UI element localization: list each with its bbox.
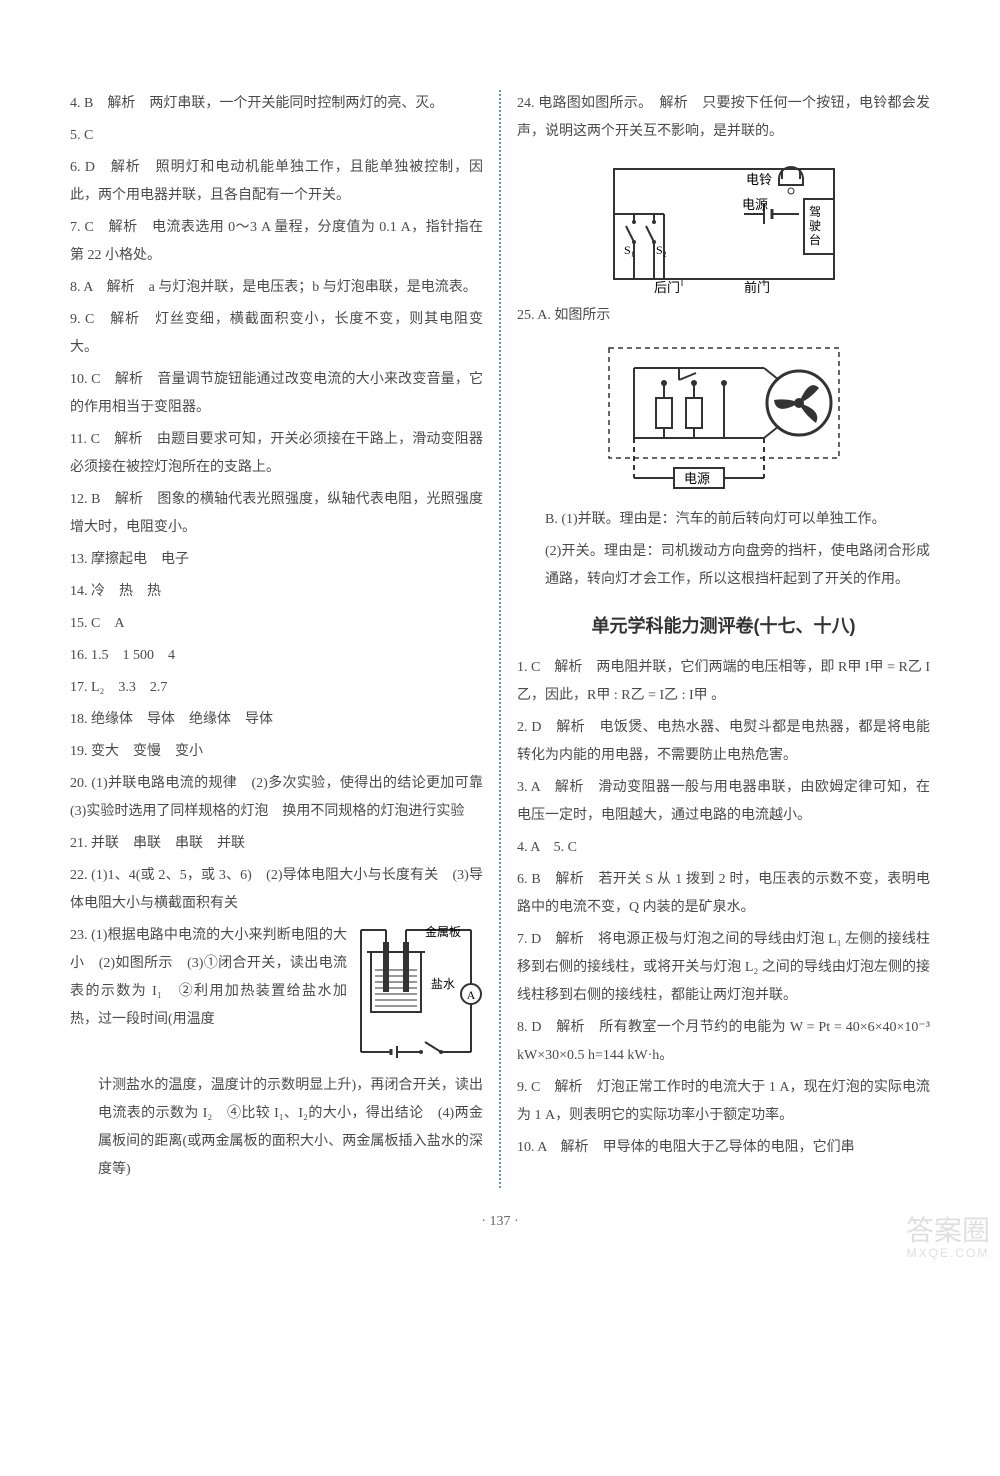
q21: 21. 并联 串联 串联 并联 [70, 830, 483, 858]
n7: 7. D 解析 将电源正极与灯泡之间的导线由灯泡 L₁ 左侧的接线柱移到右侧的接… [517, 926, 930, 1010]
q22: 22. (1)1、4(或 2、5，或 3、6) (2)导体电阻大小与长度有关 (… [70, 862, 483, 918]
n6: 6. B 解析 若开关 S 从 1 拨到 2 时，电压表的示数不变，表明电路中的… [517, 866, 930, 922]
q17: 17. L₂ 3.3 2.7 [70, 674, 483, 702]
q24: 24. 电路图如图所示。 解析 只要按下任何一个按钮，电铃都会发声，说明这两个开… [517, 90, 930, 146]
fan-circuit-figure: 电源 [594, 338, 854, 498]
page-number: · 137 · [60, 1208, 940, 1236]
front-door-label: 前门 [744, 280, 770, 294]
bell-circuit-figure: 电铃 电源 驾 驶 台 S₁ S₂ [594, 154, 854, 294]
q20: 20. (1)并联电路电流的规律 (2)多次实验，使得出的结论更加可靠 (3)实… [70, 770, 483, 826]
s2-label: S₂ [656, 243, 667, 257]
q14: 14. 冷 热 热 [70, 578, 483, 606]
q9: 9. C 解析 灯丝变细，横截面积变小，长度不变，则其电阻变大。 [70, 306, 483, 362]
watermark-small: MXQE.COM [906, 1247, 990, 1260]
salt-water-circuit-figure: A 金属板 盐水 [353, 922, 483, 1072]
plate-label: 金属板 [425, 924, 461, 939]
q25c: (2)开关。理由是：司机拨动方向盘旁的挡杆，使电路闭合形成通路，转向灯才会工作，… [517, 538, 930, 594]
q12: 12. B 解析 图象的横轴代表光照强度，纵轴代表电阻，光照强度增大时，电阻变小… [70, 486, 483, 542]
bell-label: 电铃 [746, 172, 772, 187]
ammeter-label: A [467, 988, 476, 1002]
driver-label-1: 驾 [809, 205, 821, 219]
q13: 13. 摩擦起电 电子 [70, 546, 483, 574]
q25b: B. (1)并联。理由是：汽车的前后转向灯可以单独工作。 [517, 506, 930, 534]
saltwater-label: 盐水 [431, 977, 455, 991]
q6: 6. D 解析 照明灯和电动机能单独工作，且能单独被控制，因此，两个用电器并联，… [70, 154, 483, 210]
n4: 4. A 5. C [517, 834, 930, 862]
n9: 9. C 解析 灯泡正常工作时的电流大于 1 A，现在灯泡的实际电流为 1 A，… [517, 1074, 930, 1130]
fan-source-label: 电源 [684, 471, 710, 486]
n2: 2. D 解析 电饭煲、电热水器、电熨斗都是电热器，都是将电能转化为内能的用电器… [517, 714, 930, 770]
q7: 7. C 解析 电流表选用 0～3 A 量程，分度值为 0.1 A，指针指在第 … [70, 214, 483, 270]
q19: 19. 变大 变慢 变小 [70, 738, 483, 766]
driver-label-3: 台 [809, 232, 821, 247]
n8: 8. D 解析 所有教室一个月节约的电能为 W = Pt = 40×6×40×1… [517, 1014, 930, 1070]
q18: 18. 绝缘体 导体 绝缘体 导体 [70, 706, 483, 734]
back-door-label: 后门 [654, 280, 680, 294]
q5: 5. C [70, 122, 483, 150]
watermark-big: 答案圈 [906, 1215, 990, 1246]
driver-label-2: 驶 [809, 218, 821, 233]
watermark: 答案圈 MXQE.COM [906, 1216, 990, 1260]
unit-heading: 单元学科能力测评卷(十七、十八) [517, 608, 930, 644]
q15: 15. C A [70, 610, 483, 638]
q25a: 25. A. 如图所示 [517, 302, 930, 330]
q23-block: A 金属板 盐水 23. (1)根据电路中电流的大小来判断电阻的大小 (2)如图… [70, 922, 483, 1034]
source-label: 电源 [742, 197, 768, 212]
q8: 8. A 解析 a 与灯泡并联，是电压表；b 与灯泡串联，是电流表。 [70, 274, 483, 302]
q23-text-a: 23. (1)根据电路中电流的大小来判断电阻的大小 (2)如图所示 (3)①闭合… [70, 928, 347, 1027]
q23-text-b: 计测盐水的温度，温度计的示数明显上升)，再闭合开关，读出电流表的示数为 I₂ ④… [70, 1072, 483, 1184]
n3: 3. A 解析 滑动变阻器一般与用电器串联，由欧姆定律可知，在电压一定时，电阻越… [517, 774, 930, 830]
n1: 1. C 解析 两电阻并联，它们两端的电压相等，即 R甲 I甲 = R乙 I乙，… [517, 654, 930, 710]
q16: 16. 1.5 1 500 4 [70, 642, 483, 670]
n10: 10. A 解析 甲导体的电阻大于乙导体的电阻，它们串 [517, 1134, 930, 1162]
q4: 4. B 解析 两灯串联，一个开关能同时控制两灯的亮、灭。 [70, 90, 483, 118]
q10: 10. C 解析 音量调节旋钮能通过改变电流的大小来改变音量，它的作用相当于变阻… [70, 366, 483, 422]
q11: 11. C 解析 由题目要求可知，开关必须接在干路上，滑动变阻器必须接在被控灯泡… [70, 426, 483, 482]
s1-label: S₁ [624, 243, 635, 257]
